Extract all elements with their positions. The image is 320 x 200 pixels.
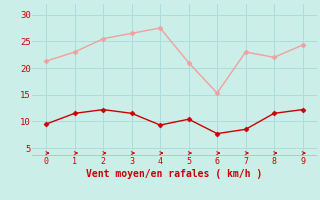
X-axis label: Vent moyen/en rafales ( km/h ): Vent moyen/en rafales ( km/h ): [86, 169, 262, 179]
